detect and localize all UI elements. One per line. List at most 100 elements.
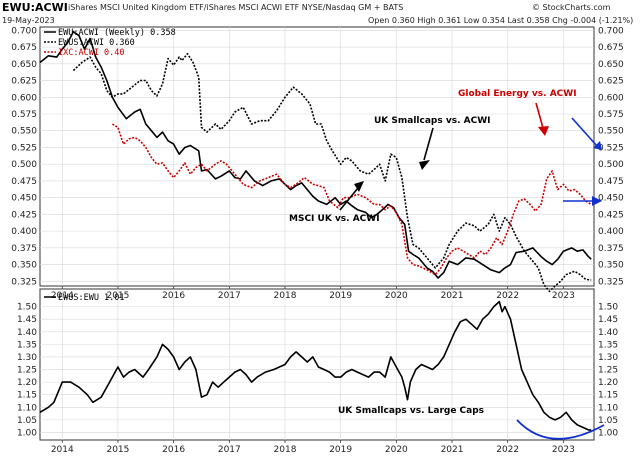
- series-line-ixc: [111, 123, 592, 276]
- y-tick-label: 0.550: [11, 127, 37, 137]
- arrow-head-energy: [538, 126, 549, 136]
- x-tick-label: 2022: [496, 445, 519, 455]
- y-tick-label: 0.600: [11, 93, 37, 103]
- bottom-panel-grid: [40, 289, 594, 443]
- y-tick-label-right: 0.625: [598, 77, 624, 87]
- y-tick-label: 0.700: [11, 26, 37, 36]
- y-tick-label: 0.350: [11, 261, 37, 271]
- x-tick-label: 2015: [106, 291, 129, 301]
- y-tick-label: 1.15: [17, 391, 37, 401]
- x-tick-label: 2014: [51, 445, 74, 455]
- y-tick-label: 1.25: [17, 366, 37, 376]
- y-tick-label: 0.575: [11, 110, 37, 120]
- x-tick-label: 2022: [496, 291, 519, 301]
- arrow-energy: [535, 102, 544, 129]
- y-tick-label-right: 0.450: [598, 194, 624, 204]
- x-tick-label: 2019: [329, 291, 352, 301]
- y-tick-label: 0.375: [11, 244, 37, 254]
- x-tick-label: 2023: [552, 445, 575, 455]
- legend-ewu: EWU:ACWI (Weekly) 0.358: [58, 28, 176, 38]
- top-panel-grid: [40, 27, 594, 289]
- y-tick-label: 0.475: [11, 177, 37, 187]
- y-tick-label: 0.500: [11, 160, 37, 170]
- y-tick-label-right: 0.600: [598, 93, 624, 103]
- y-tick-label: 0.525: [11, 143, 37, 153]
- y-tick-label-right: 1.20: [598, 378, 618, 388]
- y-tick-label: 1.00: [17, 428, 37, 438]
- annotation-smallcaps: UK Smallcaps vs. ACWI: [374, 116, 490, 126]
- legend-ixc: IXC:ACWI 0.40: [58, 48, 125, 58]
- y-tick-label-right: 0.575: [598, 110, 624, 120]
- x-tick-label: 2021: [441, 445, 464, 455]
- x-tick-label: 2020: [385, 445, 408, 455]
- y-tick-label-right: 1.50: [598, 303, 618, 313]
- y-tick-label: 0.400: [11, 227, 37, 237]
- bottom-panel-frame: [39, 288, 595, 441]
- series-line-ratio: [39, 300, 592, 431]
- arrow-blue-downtrend: [571, 117, 598, 147]
- top-panel-frame: [39, 26, 595, 287]
- bottom-panel-series: [39, 300, 592, 431]
- y-tick-label-right: 0.425: [598, 210, 624, 220]
- y-tick-label-right: 0.325: [598, 277, 624, 287]
- arrow-head-blue-downtrend: [593, 141, 602, 150]
- annotations: UK Smallcaps vs. ACWI MSCI UK vs. ACWI G…: [289, 89, 605, 440]
- y-tick-label: 1.05: [17, 416, 37, 426]
- chart-date: 19-May-2023: [2, 16, 55, 25]
- y-tick-label-right: 1.25: [598, 366, 618, 376]
- top-panel-series: [39, 30, 592, 293]
- y-tick-label: 0.425: [11, 210, 37, 220]
- x-tick-label: 2020: [385, 291, 408, 301]
- x-tick-label: 2019: [329, 445, 352, 455]
- y-tick-label: 0.450: [11, 194, 37, 204]
- y-tick-label: 0.650: [11, 60, 37, 70]
- y-tick-label-right: 1.00: [598, 428, 618, 438]
- y-tick-label: 1.35: [17, 340, 37, 350]
- arrow-msci-uk: [339, 187, 359, 211]
- y-tick-label-right: 0.375: [598, 244, 624, 254]
- y-tick-label-right: 0.675: [598, 43, 624, 53]
- arrow-head-msci-uk: [354, 181, 364, 192]
- y-tick-label-right: 1.10: [598, 403, 618, 413]
- y-tick-label: 1.50: [17, 303, 37, 313]
- arrow-head-smallcaps: [419, 160, 430, 170]
- x-tick-label: 2015: [106, 445, 129, 455]
- x-tick-label: 2018: [274, 291, 297, 301]
- y-tick-label-right: 1.35: [598, 340, 618, 350]
- legend-ratio: EWUS:EWU 1.01: [58, 293, 125, 303]
- x-tick-label: 2017: [218, 445, 241, 455]
- y-tick-label: 0.325: [11, 277, 37, 287]
- y-tick-label: 1.45: [17, 315, 37, 325]
- ohlc-readout: Open 0.360 High 0.361 Low 0.354 Last 0.3…: [368, 16, 633, 25]
- y-tick-label: 1.20: [17, 378, 37, 388]
- y-tick-label-right: 1.40: [598, 328, 618, 338]
- x-tick-label: 2018: [274, 445, 297, 455]
- annotation-msci-uk: MSCI UK vs. ACWI: [289, 214, 380, 224]
- brand-watermark: © StockCharts.com: [532, 3, 611, 12]
- series-line-ewu: [39, 30, 592, 279]
- y-tick-label-right: 0.700: [598, 26, 624, 36]
- y-tick-label-right: 0.525: [598, 143, 624, 153]
- legend-ewus: EWUS:ACWI 0.360: [58, 38, 135, 48]
- blue-bottoming-curve: [516, 419, 605, 440]
- y-tick-label-right: 0.400: [598, 227, 624, 237]
- x-tick-label: 2021: [441, 291, 464, 301]
- y-tick-label-right: 0.475: [598, 177, 624, 187]
- bottom-legend: EWUS:EWU 1.01: [44, 293, 125, 303]
- series-line-ewus: [72, 52, 592, 293]
- top-legend: EWU:ACWI (Weekly) 0.358 EWUS:ACWI 0.360 …: [44, 28, 176, 58]
- chart-ticker: EWU:ACWI: [2, 1, 68, 14]
- y-tick-label-right: 1.45: [598, 315, 618, 325]
- y-tick-label-right: 1.05: [598, 416, 618, 426]
- y-tick-label: 1.40: [17, 328, 37, 338]
- arrow-head-blue-flat: [592, 196, 602, 206]
- y-tick-label: 1.10: [17, 403, 37, 413]
- chart-description: iShares MSCI United Kingdom ETF/iShares …: [68, 3, 403, 12]
- x-tick-label: 2016: [162, 291, 185, 301]
- y-tick-label: 1.30: [17, 353, 37, 363]
- axis-tick-labels: 0.325 0.325 0.350 0.350 0.375 0.375 0.400 0.400…: [11, 26, 624, 455]
- y-tick-label-right: 0.350: [598, 261, 624, 271]
- arrow-smallcaps: [423, 127, 434, 161]
